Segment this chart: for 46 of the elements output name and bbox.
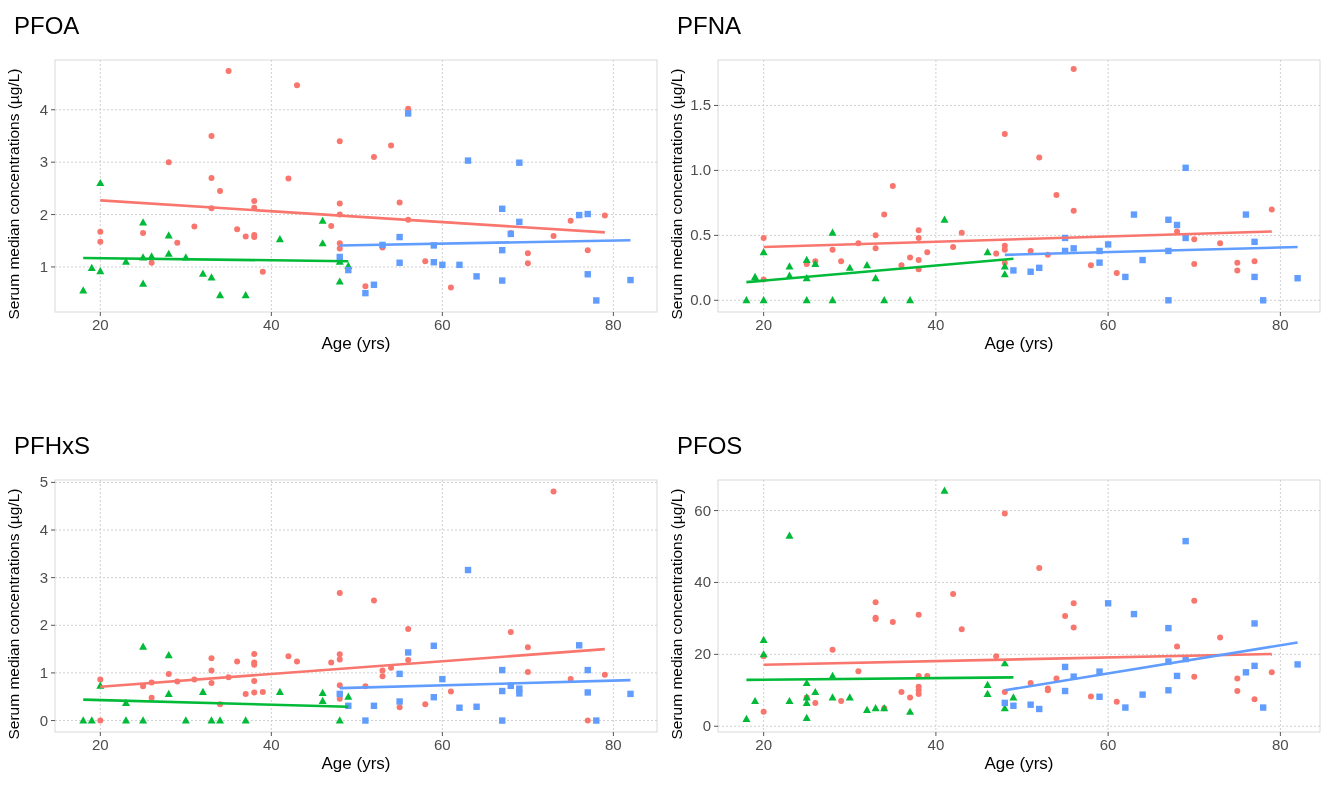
y-tick-label: 2 [39, 205, 48, 223]
x-tick-label: 40 [263, 316, 280, 333]
y-tick-label: 4 [39, 100, 48, 118]
chart-title: PFNA [677, 12, 742, 39]
x-axis-title: Age (yrs) [321, 754, 391, 773]
y-axis-title: Serum median concentrations (µg/L) [668, 68, 685, 320]
y-axis-title: Serum median concentrations (µg/L) [668, 488, 685, 740]
y-tick-label: 1 [39, 663, 48, 681]
y-tick-label: 1.5 [690, 96, 711, 114]
y-tick-label: 3 [39, 568, 48, 586]
y-tick-label: 1 [39, 257, 48, 275]
x-tick-label: 60 [434, 316, 451, 333]
x-tick-label: 40 [927, 316, 945, 333]
x-tick-label: 80 [605, 736, 622, 753]
y-tick-label: 60 [694, 501, 711, 519]
chart-title: PFOA [14, 12, 80, 39]
x-tick-label: 60 [1099, 736, 1117, 753]
x-tick-label: 20 [91, 316, 109, 333]
y-tick-label: 5 [39, 473, 48, 491]
x-tick-label: 40 [927, 736, 945, 753]
x-tick-label: 80 [605, 316, 622, 333]
y-tick-label: 40 [694, 573, 711, 591]
y-tick-label: 20 [694, 645, 711, 663]
y-axis-title: Serum median concentrations (µg/L) [5, 68, 22, 320]
x-axis-title: Age (yrs) [984, 754, 1054, 773]
x-tick-label: 80 [1272, 316, 1289, 333]
x-tick-label: 80 [1272, 736, 1289, 753]
y-tick-label: 1.0 [690, 161, 711, 179]
x-axis-title: Age (yrs) [984, 334, 1054, 353]
y-tick-label: 0.5 [690, 226, 711, 244]
x-tick-label: 20 [755, 736, 772, 753]
y-tick-label: 0 [702, 717, 711, 735]
y-tick-label: 3 [39, 153, 48, 171]
x-tick-label: 60 [434, 736, 451, 753]
chart-title: PFOS [677, 432, 743, 459]
y-tick-label: 0.0 [690, 291, 711, 309]
x-tick-label: 20 [91, 736, 109, 753]
y-tick-label: 4 [39, 521, 48, 539]
x-tick-label: 60 [1099, 316, 1117, 333]
chart-title: PFHxS [14, 432, 91, 459]
y-tick-label: 0 [39, 711, 48, 729]
x-tick-label: 40 [263, 736, 280, 753]
x-tick-label: 20 [755, 316, 772, 333]
y-axis-title: Serum median concentrations (µg/L) [5, 488, 22, 740]
x-axis-title: Age (yrs) [321, 334, 391, 353]
y-tick-label: 2 [39, 616, 48, 634]
